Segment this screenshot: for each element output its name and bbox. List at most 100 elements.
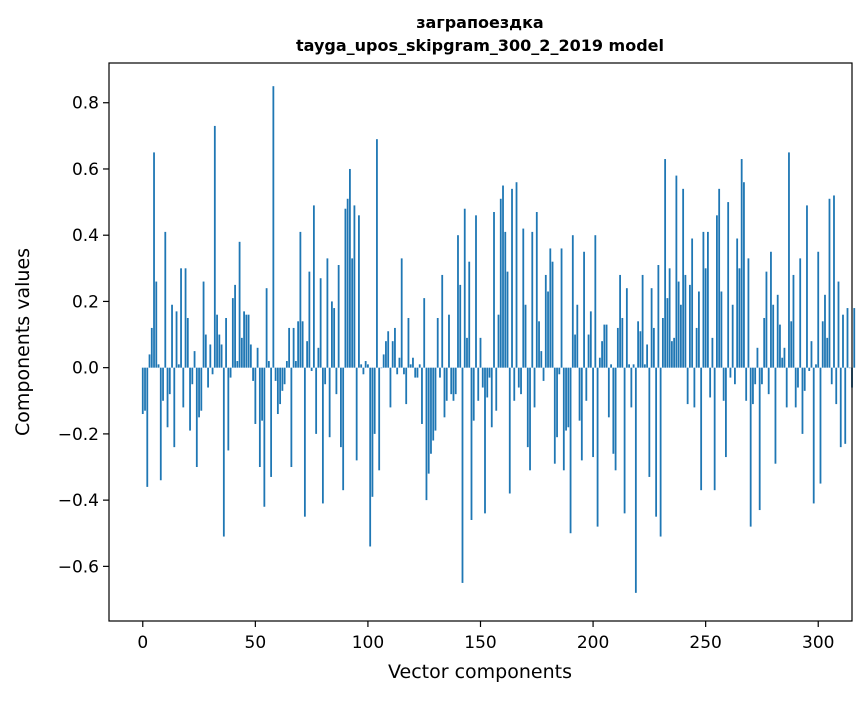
y-tick-label: 0.8 bbox=[72, 94, 99, 114]
bar bbox=[810, 341, 813, 368]
bar bbox=[774, 367, 777, 464]
bar bbox=[628, 364, 630, 368]
bar bbox=[488, 367, 491, 378]
bar bbox=[621, 317, 624, 368]
bar bbox=[824, 294, 826, 368]
bar bbox=[229, 367, 232, 378]
bar bbox=[830, 367, 833, 385]
bar bbox=[470, 367, 473, 520]
bar bbox=[592, 367, 594, 458]
bar bbox=[790, 321, 793, 368]
bar bbox=[421, 367, 423, 424]
bar bbox=[321, 367, 324, 504]
bar bbox=[812, 367, 815, 504]
bar bbox=[540, 351, 543, 368]
bar bbox=[713, 367, 716, 491]
bar bbox=[549, 248, 552, 368]
bar bbox=[180, 268, 182, 368]
bar bbox=[475, 215, 477, 368]
bar bbox=[837, 281, 840, 368]
bar bbox=[614, 367, 617, 471]
bar bbox=[387, 331, 390, 368]
bar bbox=[436, 317, 439, 368]
bar bbox=[459, 284, 462, 368]
bar bbox=[427, 367, 430, 474]
bar bbox=[589, 311, 592, 368]
bar bbox=[729, 367, 732, 378]
bar bbox=[815, 364, 817, 368]
bar bbox=[481, 367, 484, 388]
bar bbox=[684, 274, 687, 368]
bar bbox=[583, 251, 585, 368]
bar bbox=[643, 364, 646, 368]
bar bbox=[603, 324, 606, 368]
bar bbox=[828, 198, 831, 368]
bar bbox=[355, 367, 358, 461]
bar bbox=[747, 258, 750, 368]
bar bbox=[319, 278, 322, 368]
bar bbox=[711, 337, 714, 368]
bar bbox=[175, 311, 178, 368]
bar bbox=[641, 274, 644, 368]
bar bbox=[524, 304, 527, 368]
bar bbox=[301, 321, 304, 368]
bar bbox=[794, 367, 797, 408]
bar bbox=[445, 367, 448, 401]
bar bbox=[414, 367, 417, 378]
bar bbox=[189, 367, 191, 431]
bar bbox=[225, 317, 227, 368]
bar bbox=[297, 321, 300, 368]
bar bbox=[337, 265, 340, 368]
bar bbox=[558, 367, 561, 375]
bar bbox=[463, 208, 466, 368]
bar bbox=[182, 367, 185, 408]
bar bbox=[565, 367, 567, 431]
bar bbox=[544, 274, 547, 368]
bar bbox=[340, 367, 342, 448]
bar bbox=[227, 367, 230, 451]
bar bbox=[191, 367, 194, 385]
bar bbox=[596, 367, 599, 527]
bar bbox=[779, 324, 781, 368]
bar bbox=[533, 367, 536, 408]
bar bbox=[450, 367, 453, 395]
bar bbox=[648, 367, 651, 477]
bar bbox=[466, 337, 468, 368]
bar bbox=[195, 367, 198, 468]
bar bbox=[177, 364, 180, 368]
bar bbox=[218, 334, 221, 368]
bar bbox=[612, 367, 615, 454]
bar bbox=[776, 294, 779, 368]
bar bbox=[162, 367, 164, 401]
bar bbox=[740, 159, 743, 368]
bar bbox=[738, 268, 741, 368]
bar bbox=[623, 367, 626, 514]
bar bbox=[204, 334, 207, 368]
bar bbox=[515, 182, 518, 368]
bar bbox=[587, 334, 590, 368]
bar bbox=[364, 361, 367, 368]
bar bbox=[688, 284, 691, 368]
bar bbox=[220, 344, 223, 368]
bar bbox=[569, 367, 572, 534]
bar bbox=[164, 231, 167, 368]
bar bbox=[652, 327, 655, 368]
bar bbox=[605, 324, 608, 368]
bar bbox=[799, 258, 802, 368]
bar bbox=[788, 152, 790, 368]
x-tick-label: 200 bbox=[577, 633, 609, 653]
bar bbox=[238, 241, 241, 368]
bar bbox=[785, 367, 788, 408]
bar bbox=[695, 327, 698, 368]
bar bbox=[535, 212, 538, 368]
bar bbox=[664, 159, 667, 368]
bar bbox=[502, 185, 504, 368]
bar bbox=[285, 361, 288, 368]
y-tick-label: 0.4 bbox=[72, 226, 99, 246]
bar bbox=[396, 367, 399, 375]
bar bbox=[373, 367, 376, 434]
bar bbox=[657, 265, 660, 368]
bar bbox=[783, 347, 786, 368]
bar bbox=[639, 331, 642, 368]
